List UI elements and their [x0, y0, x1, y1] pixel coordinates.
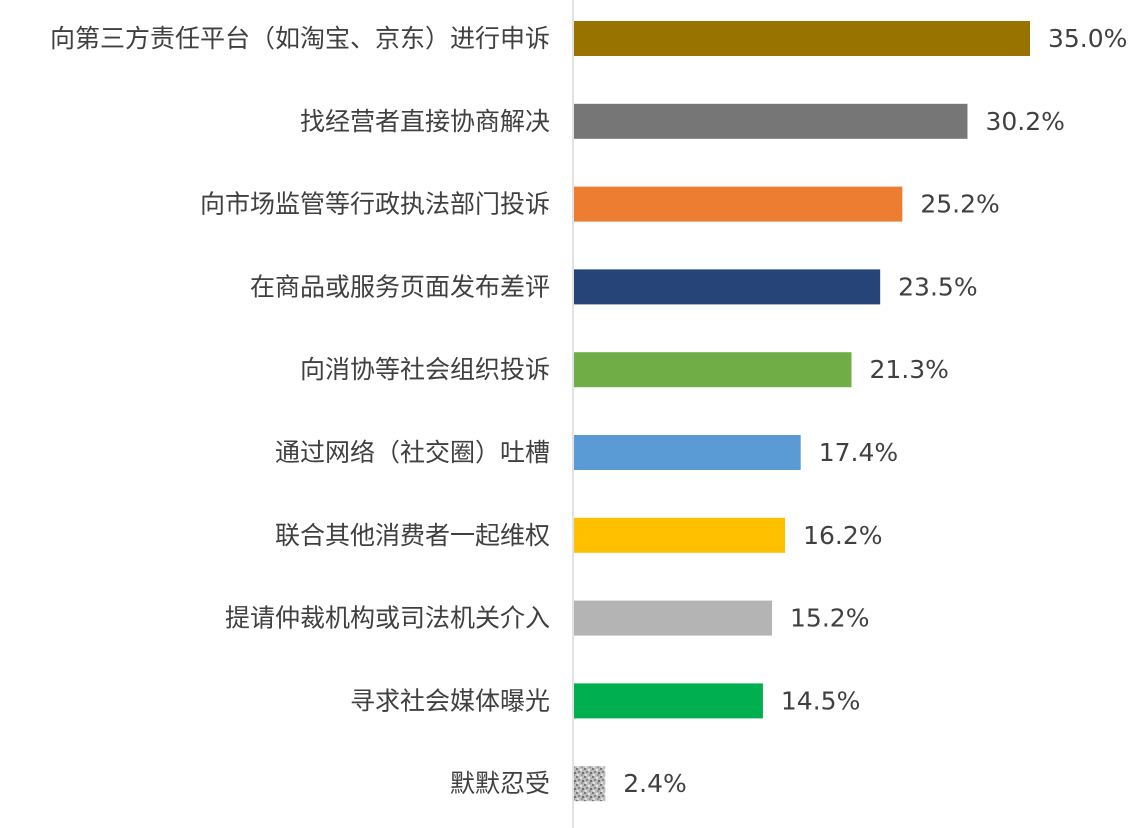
value-label: 30.2% [985, 107, 1064, 136]
category-label: 提请仲裁机构或司法机关介入 [225, 604, 550, 633]
value-label: 23.5% [898, 272, 977, 301]
chart-marks: 向第三方责任平台（如淘宝、京东）进行申诉 35.0% 找经营者直接协商解决 30.2%… [50, 21, 1127, 802]
category-label: 通过网络（社交圈）吐槽 [275, 438, 550, 467]
value-label: 17.4% [819, 438, 898, 467]
bar [574, 766, 606, 802]
category-label: 寻求社会媒体曝光 [350, 686, 550, 715]
value-label: 14.5% [781, 686, 860, 715]
category-label: 联合其他消费者一起维权 [275, 521, 550, 550]
value-label: 21.3% [870, 355, 949, 384]
category-label: 找经营者直接协商解决 [300, 107, 550, 136]
bar [574, 435, 801, 470]
value-label: 25.2% [920, 190, 999, 219]
value-label: 2.4% [623, 769, 687, 798]
bar [574, 600, 773, 636]
category-label: 向市场监管等行政执法部门投诉 [200, 190, 550, 219]
bar [574, 186, 903, 222]
bar [574, 683, 763, 719]
category-label: 向消协等社会组织投诉 [300, 355, 550, 384]
value-label: 35.0% [1048, 24, 1127, 53]
category-label: 默默忍受 [450, 769, 550, 798]
category-label: 在商品或服务页面发布差评 [250, 272, 550, 301]
value-label: 16.2% [803, 521, 882, 550]
bar [574, 517, 786, 553]
value-label: 15.2% [790, 604, 869, 633]
category-label: 向第三方责任平台（如淘宝、京东）进行申诉 [50, 24, 550, 53]
bar [574, 21, 1030, 56]
bar [574, 103, 968, 139]
bar [574, 352, 852, 388]
bar [574, 269, 881, 305]
